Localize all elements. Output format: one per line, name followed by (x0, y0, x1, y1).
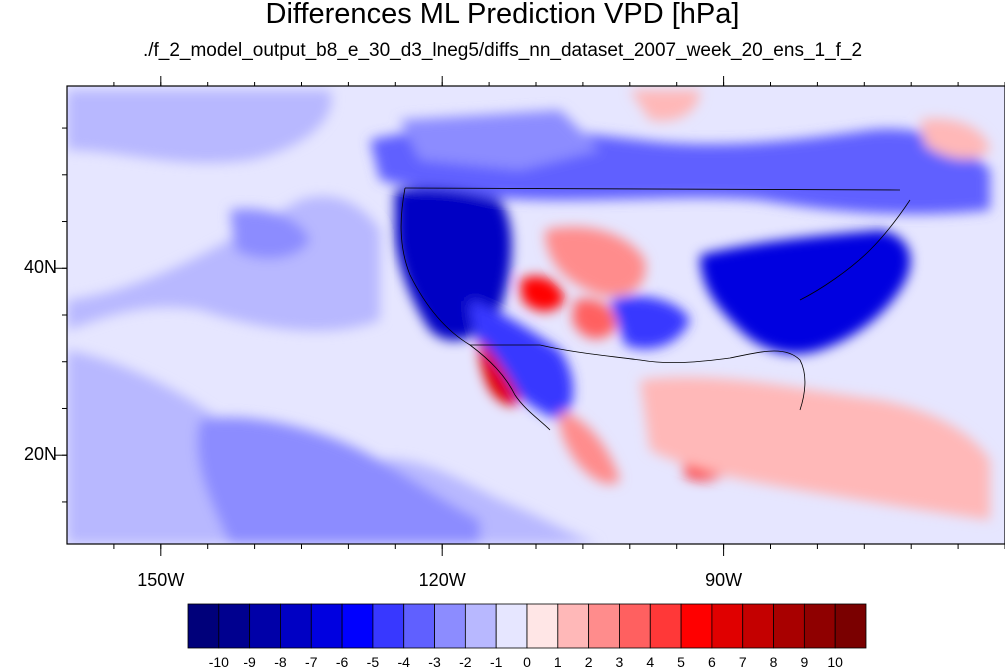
colorbar-label: 8 (769, 654, 778, 670)
pacific-cell-anomaly (230, 208, 310, 259)
colorbar-swatch (434, 603, 466, 649)
latitude-label: 20N (24, 444, 58, 465)
colorbar-label: -9 (243, 654, 256, 670)
labrador-warm-anomaly (920, 118, 990, 160)
colorbar-label: -6 (335, 654, 349, 670)
longitude-label: 150W (137, 570, 185, 590)
colorbar-swatch (341, 603, 374, 649)
colorbar-label: -8 (274, 654, 287, 670)
hudson-warm-anomaly (630, 90, 700, 121)
map-field (67, 86, 1005, 544)
colorbar-label: 9 (800, 654, 809, 670)
southwest-anomaly (470, 300, 574, 420)
axis-ticks (55, 76, 1005, 556)
colorbar-label: 5 (677, 654, 685, 670)
coastlines (400, 187, 911, 431)
plains-warm-anomaly (545, 226, 646, 297)
colorbar-label: 0 (523, 654, 531, 670)
colorbar-swatch (218, 603, 251, 649)
colorbar-label: -10 (208, 654, 229, 670)
west-coast-line (400, 187, 551, 431)
colorbar-swatch (834, 603, 867, 649)
colorbar-swatch (742, 603, 774, 649)
colorbar-label: -4 (397, 654, 410, 670)
colorbar-label: -3 (428, 654, 441, 670)
colorbar-swatch (526, 603, 559, 649)
colorbar-swatch (403, 603, 435, 649)
canada-us-border (404, 187, 901, 191)
colorbar-swatch (803, 603, 836, 649)
colorbar-label: 3 (615, 654, 624, 670)
colorbar (187, 603, 867, 649)
gulf-coast-anomaly (610, 296, 690, 349)
colorbar-label: 2 (584, 654, 593, 670)
colorbar-label: -7 (305, 654, 318, 670)
colorbar-swatch (495, 603, 528, 649)
colorbar-swatch (372, 603, 405, 649)
colorbar-label: 4 (646, 654, 655, 670)
four-corners-warm-anomaly (520, 276, 565, 312)
colorbar-label: -5 (366, 654, 380, 670)
gulf-of-alaska-anomaly (67, 90, 332, 163)
colorbar-swatch (557, 603, 590, 649)
south-pacific-anomaly (67, 350, 600, 544)
colorbar-swatch (280, 603, 312, 649)
mexico-warm-anomaly (559, 410, 620, 484)
colorbar-label: 10 (827, 654, 843, 670)
colorbar-label: 7 (738, 654, 747, 670)
colorbar-swatch (649, 603, 682, 649)
colorbar-label: 1 (553, 654, 562, 670)
colorbar-label: 6 (708, 654, 716, 670)
texas-warm-anomaly (572, 299, 616, 339)
colorbar-label: -2 (459, 654, 472, 670)
colorbar-swatch (773, 603, 805, 649)
colorbar-swatch (619, 603, 651, 649)
map-subtitle: ./f_2_model_output_b8_e_30_d3_lneg5/diff… (142, 40, 863, 61)
western-us-anomaly (395, 188, 512, 341)
east-coast-line (799, 199, 911, 301)
northwest-canada-anomaly (400, 110, 600, 170)
colorbar-swatch (711, 603, 744, 649)
gulf-coast-line (539, 344, 806, 411)
longitude-label: 120W (418, 570, 466, 590)
colorbar-swatch (464, 603, 497, 649)
colorbar-swatch (680, 603, 713, 649)
map-title: Differences ML Prediction VPD [hPa] (265, 0, 740, 30)
longitude-label: 90W (705, 570, 743, 590)
colorbar-swatch (187, 603, 220, 649)
colorbar-label: -1 (489, 654, 503, 670)
colorbar-swatch (310, 603, 343, 649)
colorbar-swatch (588, 603, 620, 649)
caribbean-warm-anomaly (640, 377, 990, 520)
south-pacific-core-anomaly (197, 417, 480, 544)
latitude-label: 40N (24, 257, 58, 278)
colorbar-swatch (249, 603, 281, 649)
